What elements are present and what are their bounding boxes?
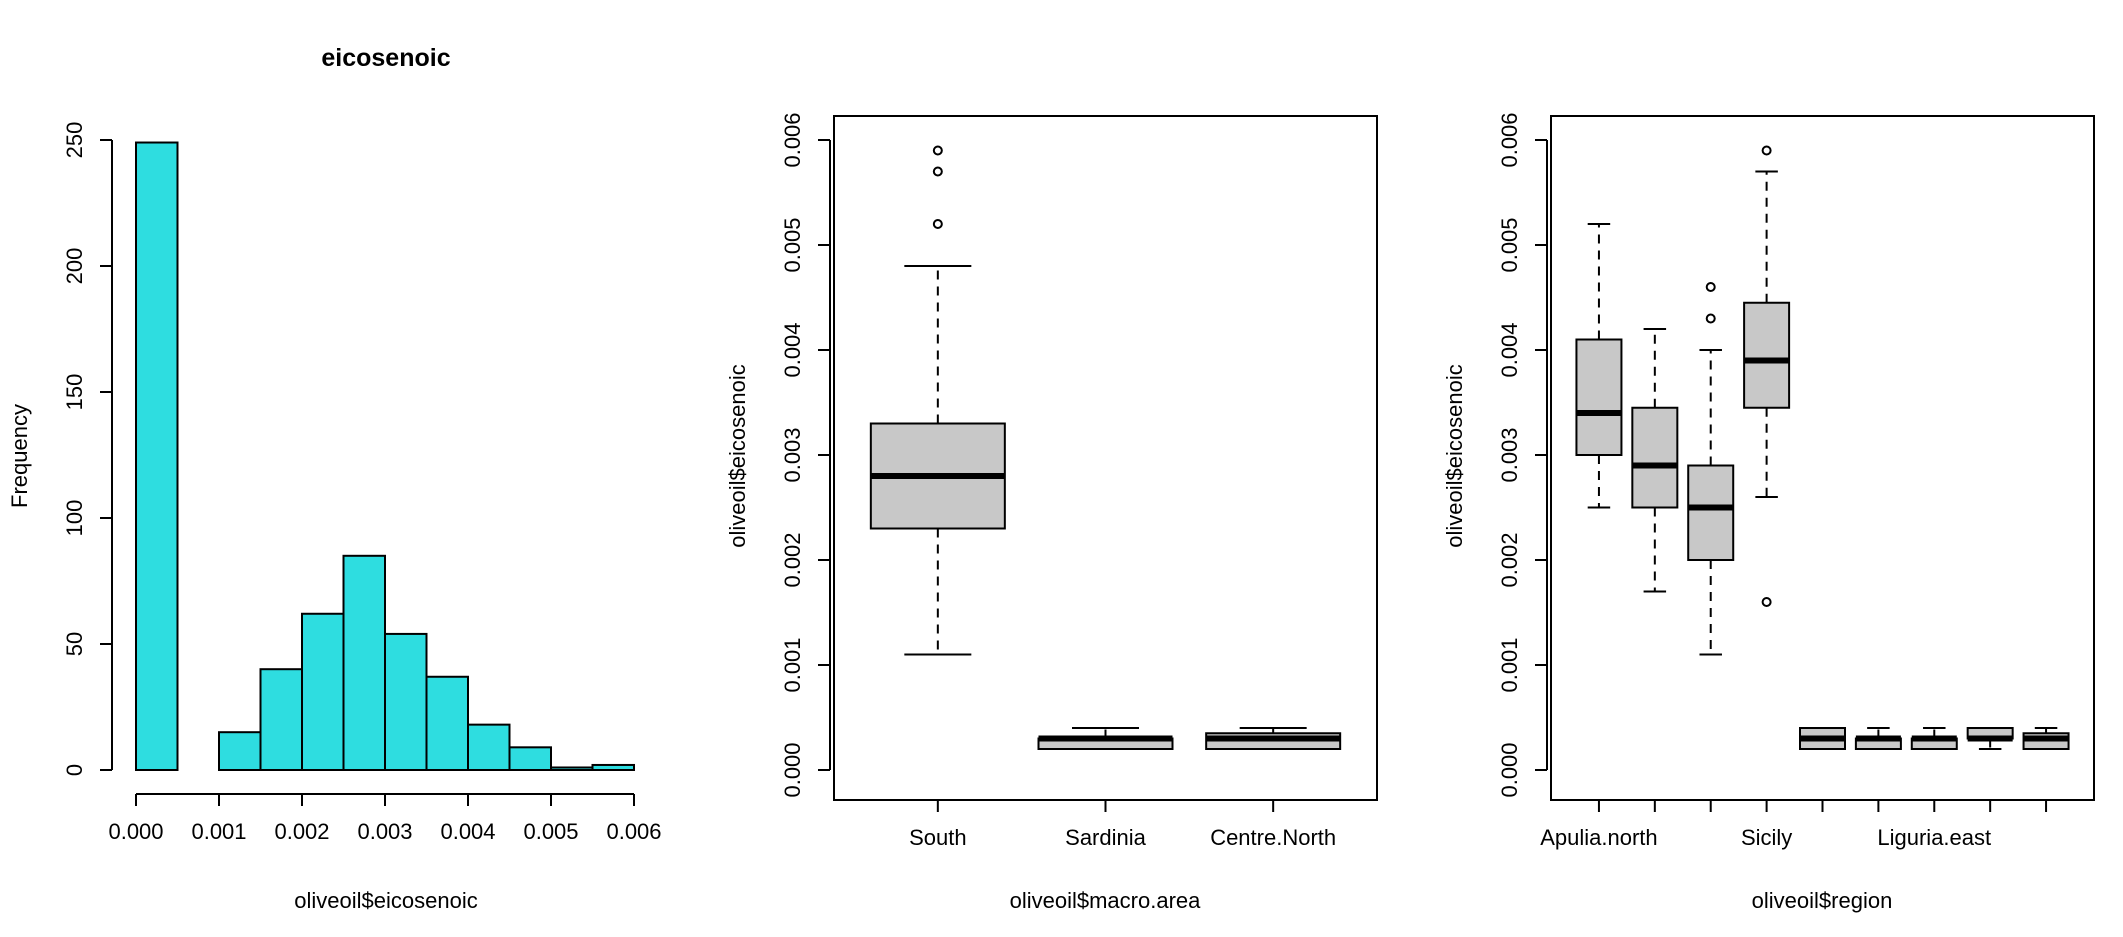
region-box-3 — [1687, 282, 1735, 656]
region-y-tick-label: 0.002 — [1497, 532, 1522, 587]
region-outlier-point — [1705, 313, 1716, 324]
macro-area-x-tick-label: Centre.North — [1210, 825, 1336, 850]
macro-area-y-tick-label: 0.006 — [780, 112, 805, 167]
macro-area-box-3 — [1205, 727, 1342, 750]
histogram-bar — [342, 554, 386, 771]
histogram-y-tick-label: 150 — [62, 374, 87, 411]
region-iqr-box — [1687, 464, 1735, 561]
region-iqr-box — [1743, 301, 1791, 409]
macro-area-y-tick-label: 0.005 — [780, 217, 805, 272]
region-box-1 — [1575, 223, 1623, 509]
histogram-y-tick-label: 0 — [62, 764, 87, 776]
histogram-bar — [384, 632, 428, 771]
macro-area-y-tick-label: 0.000 — [780, 742, 805, 797]
histogram-y-tick-label: 200 — [62, 248, 87, 285]
histogram-y-tick-label: 250 — [62, 122, 87, 159]
region-box-9 — [2022, 727, 2070, 750]
histogram-x-tick-label: 0.006 — [606, 819, 661, 844]
region-y-tick-label: 0.000 — [1497, 742, 1522, 797]
histogram-y-tick-label: 50 — [62, 632, 87, 656]
macro-area-x-tick-label: Sardinia — [1065, 825, 1146, 850]
histogram-x-axis-label: oliveoil$eicosenoic — [294, 888, 477, 913]
macro-area-boxes — [869, 145, 1342, 750]
region-x-axis-label: oliveoil$region — [1752, 888, 1893, 913]
histogram-bar — [135, 141, 179, 771]
region-y-tick-label: 0.003 — [1497, 427, 1522, 482]
macro-area-y-axis-label: oliveoil$eicosenoic — [725, 364, 750, 547]
macro-area-box-1 — [869, 145, 1006, 656]
region-y-tick-label: 0.004 — [1497, 322, 1522, 377]
histogram-y-axis-label: Frequency — [7, 404, 32, 508]
histogram-x-tick-label: 0.002 — [274, 819, 329, 844]
macro-area-axes: South Sardinia Centre.North 0.000 0.001 0.002… — [780, 112, 1336, 850]
region-outlier-point — [1761, 597, 1772, 607]
histogram-bars — [135, 141, 635, 772]
region-x-tick-label: Liguria.east — [1877, 825, 1991, 850]
region-y-tick-label: 0.006 — [1497, 112, 1522, 167]
region-box-8 — [1966, 727, 2014, 750]
histogram-bar — [259, 668, 303, 772]
histogram-bar — [591, 763, 635, 772]
macro-area-outlier-point — [932, 219, 943, 229]
macro-area-x-tick-label: South — [909, 825, 967, 850]
region-iqr-box — [1631, 406, 1679, 509]
histogram-bar — [425, 675, 469, 772]
histogram-x-tick-label: 0.001 — [191, 819, 246, 844]
histogram-bar — [218, 731, 262, 772]
histogram-bar — [508, 746, 552, 772]
histogram-bar — [550, 766, 594, 771]
macro-area-boxplot-panel: oliveoil$macro.area oliveoil$eicosenoic … — [725, 112, 1378, 913]
histogram-bar — [301, 612, 345, 772]
region-axes: Apulia.north Sicily Liguria.east 0.000 0.001… — [1497, 112, 2048, 850]
region-box-7 — [1910, 727, 1958, 750]
macro-area-y-tick-label: 0.002 — [780, 532, 805, 587]
histogram-x-tick-label: 0.000 — [108, 819, 163, 844]
histogram-x-tick-label: 0.003 — [357, 819, 412, 844]
histogram-bar — [467, 723, 511, 772]
region-outlier-point — [1705, 282, 1716, 292]
region-iqr-box — [1575, 338, 1623, 456]
region-y-axis-label: oliveoil$eicosenoic — [1442, 364, 1467, 547]
region-box-6 — [1854, 727, 1902, 750]
region-box-4 — [1743, 145, 1791, 607]
region-box-5 — [1799, 727, 1846, 750]
region-y-tick-label: 0.005 — [1497, 217, 1522, 272]
macro-area-x-axis-label: oliveoil$macro.area — [1010, 888, 1202, 913]
region-boxes — [1575, 145, 2070, 750]
histogram-y-tick-label: 100 — [62, 500, 87, 537]
macro-area-outlier-point — [932, 166, 943, 177]
histogram-panel: eicosenoic oliveoil$eicosenoic Frequency… — [7, 44, 662, 913]
region-boxplot-panel: oliveoil$region oliveoil$eicosenoic Apul… — [1442, 112, 2095, 913]
histogram-axes: 0.000 0.001 0.002 0.003 0.004 0.005 0.006 0 50 10… — [62, 122, 662, 844]
histogram-title: eicosenoic — [321, 44, 450, 72]
region-box-2 — [1631, 328, 1679, 593]
macro-area-y-tick-label: 0.001 — [780, 637, 805, 692]
macro-area-y-tick-label: 0.003 — [780, 427, 805, 482]
histogram-x-tick-label: 0.005 — [523, 819, 578, 844]
macro-area-outlier-point — [932, 145, 943, 156]
macro-area-y-tick-label: 0.004 — [780, 322, 805, 377]
histogram-x-tick-label: 0.004 — [440, 819, 495, 844]
region-outlier-point — [1761, 145, 1772, 156]
region-y-tick-label: 0.001 — [1497, 637, 1522, 692]
region-x-tick-label: Apulia.north — [1540, 825, 1657, 850]
region-x-tick-label: Sicily — [1741, 825, 1792, 850]
macro-area-box-2 — [1037, 727, 1174, 750]
